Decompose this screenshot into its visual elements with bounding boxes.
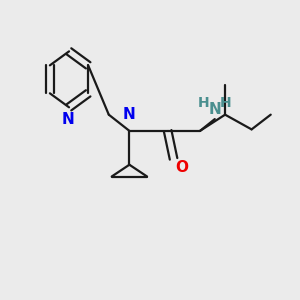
Text: O: O <box>175 160 188 175</box>
Text: N: N <box>123 107 136 122</box>
Text: N: N <box>208 102 221 117</box>
Text: N: N <box>61 112 74 127</box>
Text: H: H <box>198 96 209 110</box>
Text: H: H <box>220 96 232 110</box>
